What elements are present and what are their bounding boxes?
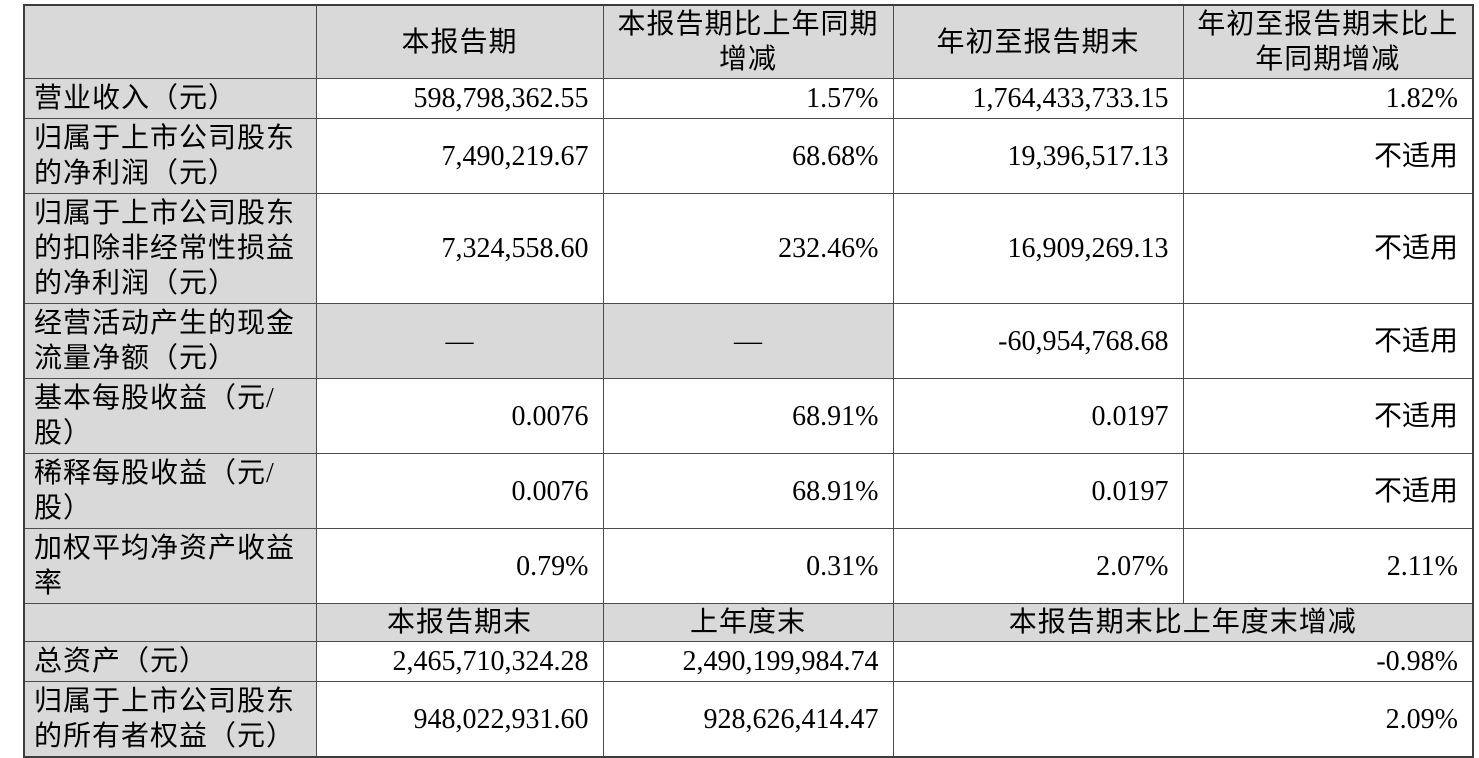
header-current-period-yoy: 本报告期比上年同期增减	[602, 4, 894, 79]
cell-yoy-dash: —	[602, 303, 894, 379]
cell-ytd-yoy: 不适用	[1182, 303, 1474, 379]
cell-current: 598,798,362.55	[315, 78, 604, 119]
cell-ytd-yoy: 不适用	[1182, 453, 1474, 529]
table-row-revenue: 营业收入（元） 598,798,362.55 1.57% 1,764,433,7…	[23, 78, 1474, 119]
cell-yoy: 68.68%	[602, 118, 894, 194]
cell-current: 7,324,558.60	[315, 193, 604, 304]
table-row-operating-cash-flow: 经营活动产生的现金流量净额（元） — — -60,954,768.68 不适用	[23, 303, 1474, 379]
row-label: 归属于上市公司股东的扣除非经常性损益的净利润（元）	[23, 193, 317, 304]
row-label: 总资产（元）	[23, 641, 317, 682]
cell-current-dash: —	[315, 303, 604, 379]
cell-period-end: 948,022,931.60	[315, 681, 604, 758]
header-empty-cell	[23, 4, 317, 79]
cell-change: -0.98%	[892, 641, 1474, 682]
header-current-period: 本报告期	[315, 4, 604, 79]
cell-ytd: 16,909,269.13	[892, 193, 1184, 304]
row-label: 归属于上市公司股东的所有者权益（元）	[23, 681, 317, 758]
cell-ytd: 19,396,517.13	[892, 118, 1184, 194]
cell-yoy: 0.31%	[602, 528, 894, 604]
table-header-row: 本报告期 本报告期比上年同期增减 年初至报告期末 年初至报告期末比上年同期增减	[23, 4, 1474, 79]
cell-ytd: 1,764,433,733.15	[892, 78, 1184, 119]
cell-current: 0.0076	[315, 378, 604, 454]
row-label: 基本每股收益（元/股）	[23, 378, 317, 454]
cell-yoy: 68.91%	[602, 453, 894, 529]
cell-ytd: -60,954,768.68	[892, 303, 1184, 379]
financial-summary-table: 本报告期 本报告期比上年同期增减 年初至报告期末 年初至报告期末比上年同期增减 …	[23, 4, 1474, 758]
cell-change: 2.09%	[892, 681, 1474, 758]
row-label: 营业收入（元）	[23, 78, 317, 119]
cell-ytd-yoy: 不适用	[1182, 193, 1474, 304]
cell-prev-year-end: 928,626,414.47	[602, 681, 894, 758]
cell-ytd: 0.0197	[892, 378, 1184, 454]
cell-current: 0.0076	[315, 453, 604, 529]
table-row-net-profit-excl-nonrecurring: 归属于上市公司股东的扣除非经常性损益的净利润（元） 7,324,558.60 2…	[23, 193, 1474, 304]
row-label: 稀释每股收益（元/股）	[23, 453, 317, 529]
table-row-owners-equity: 归属于上市公司股东的所有者权益（元） 948,022,931.60 928,62…	[23, 681, 1474, 758]
cell-ytd: 2.07%	[892, 528, 1184, 604]
row-label: 经营活动产生的现金流量净额（元）	[23, 303, 317, 379]
cell-ytd-yoy: 1.82%	[1182, 78, 1474, 119]
cell-prev-year-end: 2,490,199,984.74	[602, 641, 894, 682]
cell-ytd: 0.0197	[892, 453, 1184, 529]
cell-yoy: 1.57%	[602, 78, 894, 119]
subheader-period-end: 本报告期末	[315, 603, 604, 642]
table-row-diluted-eps: 稀释每股收益（元/股） 0.0076 68.91% 0.0197 不适用	[23, 453, 1474, 529]
cell-period-end: 2,465,710,324.28	[315, 641, 604, 682]
header-ytd-yoy: 年初至报告期末比上年同期增减	[1182, 4, 1474, 79]
table-row-basic-eps: 基本每股收益（元/股） 0.0076 68.91% 0.0197 不适用	[23, 378, 1474, 454]
table-row-net-profit: 归属于上市公司股东的净利润（元） 7,490,219.67 68.68% 19,…	[23, 118, 1474, 194]
cell-ytd-yoy: 不适用	[1182, 118, 1474, 194]
subheader-empty-cell	[23, 603, 317, 642]
cell-current: 7,490,219.67	[315, 118, 604, 194]
cell-yoy: 68.91%	[602, 378, 894, 454]
cell-current: 0.79%	[315, 528, 604, 604]
cell-ytd-yoy: 不适用	[1182, 378, 1474, 454]
subheader-change: 本报告期末比上年度末增减	[892, 603, 1474, 642]
row-label: 归属于上市公司股东的净利润（元）	[23, 118, 317, 194]
subheader-prev-year-end: 上年度末	[602, 603, 894, 642]
cell-yoy: 232.46%	[602, 193, 894, 304]
row-label: 加权平均净资产收益率	[23, 528, 317, 604]
cell-ytd-yoy: 2.11%	[1182, 528, 1474, 604]
table-row-total-assets: 总资产（元） 2,465,710,324.28 2,490,199,984.74…	[23, 641, 1474, 682]
table-row-weighted-avg-roe: 加权平均净资产收益率 0.79% 0.31% 2.07% 2.11%	[23, 528, 1474, 604]
header-ytd: 年初至报告期末	[892, 4, 1184, 79]
table-subheader-row: 本报告期末 上年度末 本报告期末比上年度末增减	[23, 603, 1474, 642]
